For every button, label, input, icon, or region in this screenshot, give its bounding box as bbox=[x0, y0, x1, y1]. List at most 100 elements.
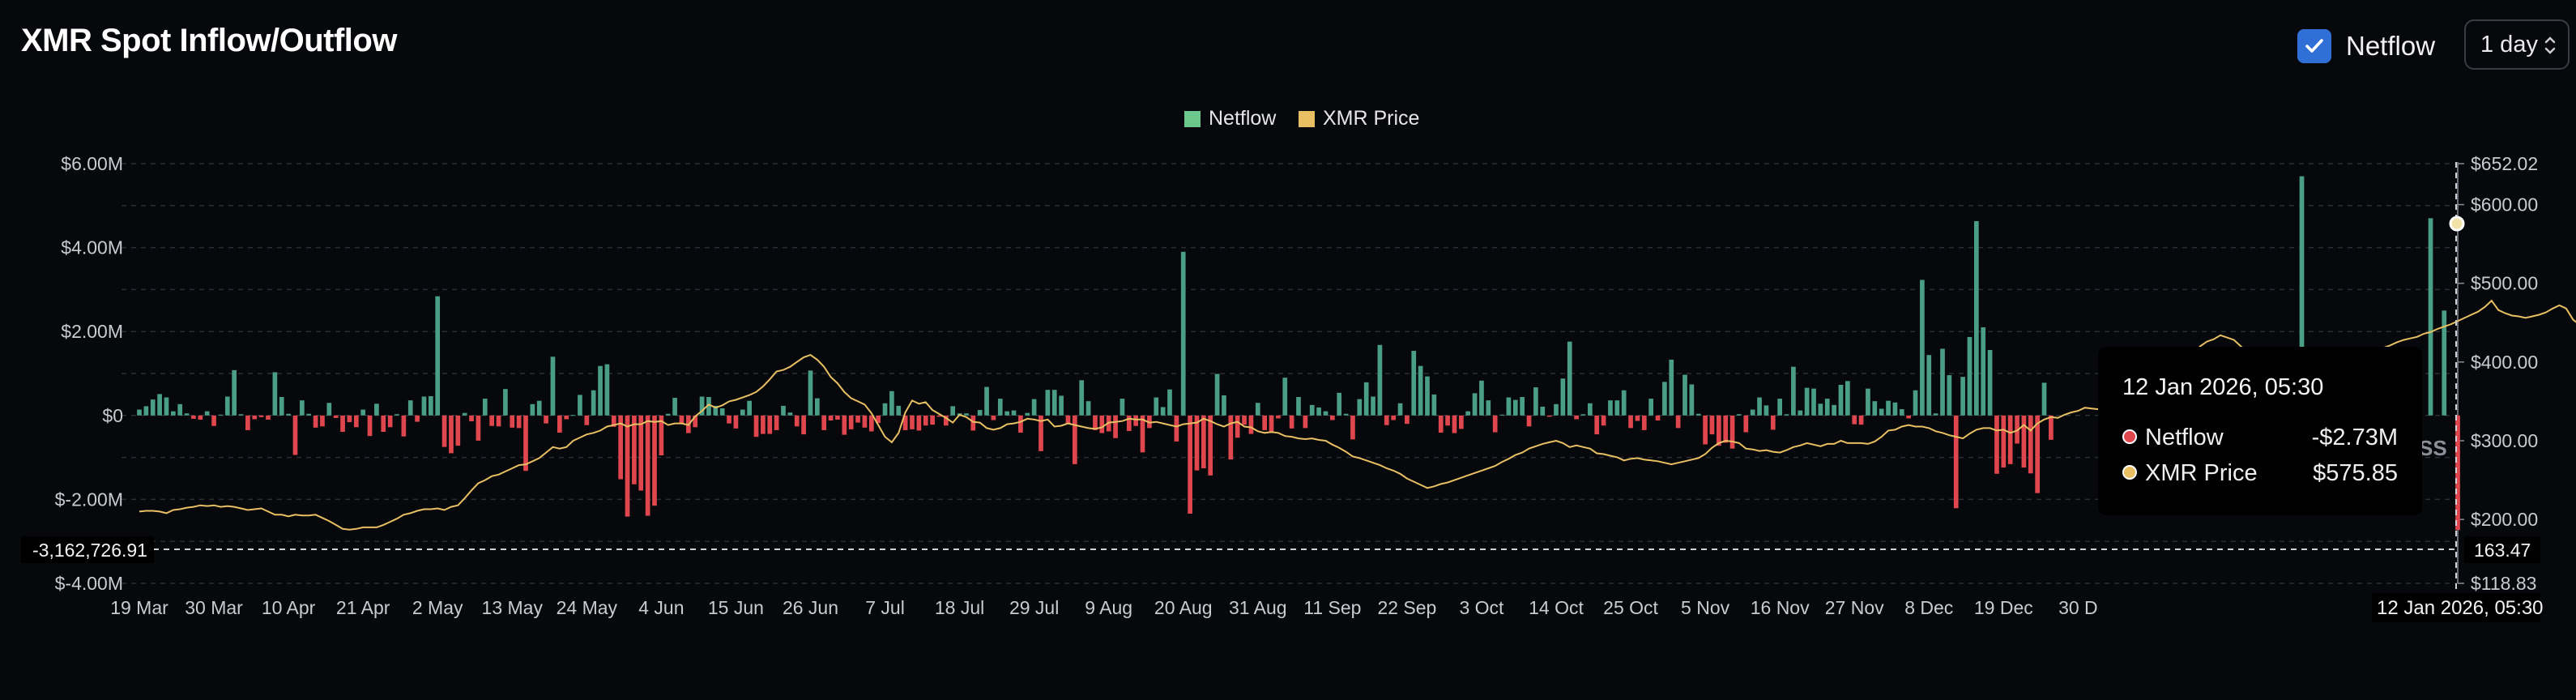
netflow-bar bbox=[1594, 415, 1600, 435]
netflow-bar bbox=[910, 415, 915, 429]
netflow-bar bbox=[1140, 415, 1145, 453]
netflow-bar bbox=[164, 397, 169, 416]
netflow-bar bbox=[1431, 394, 1437, 416]
netflow-bar bbox=[340, 415, 345, 433]
netflow-checkbox[interactable] bbox=[2297, 29, 2331, 63]
netflow-bar bbox=[1051, 390, 1057, 416]
netflow-bar bbox=[1445, 415, 1450, 426]
netflow-bar bbox=[719, 408, 725, 416]
netflow-bar bbox=[306, 413, 312, 416]
netflow-bar bbox=[469, 415, 474, 422]
netflow-toggle-label[interactable]: Netflow bbox=[2346, 31, 2436, 61]
x-axis-tick: 4 Jun bbox=[638, 597, 684, 618]
netflow-bar bbox=[191, 415, 196, 419]
netflow-bar bbox=[1235, 415, 1240, 438]
x-axis: 19 Mar 30 Mar 10 Apr 21 Apr 2 May 13 May 24 Ma… bbox=[110, 597, 2097, 618]
netflow-bar bbox=[1574, 415, 1579, 420]
netflow-bar bbox=[401, 415, 407, 437]
netflow-bar bbox=[868, 415, 874, 432]
legend-label-netflow[interactable]: Netflow bbox=[1209, 107, 1277, 130]
netflow-bar bbox=[1587, 403, 1593, 416]
netflow-bar bbox=[279, 397, 284, 416]
netflow-bar bbox=[1472, 393, 1478, 416]
netflow-bar bbox=[1059, 395, 1064, 416]
netflow-bar bbox=[2428, 218, 2433, 416]
netflow-bar bbox=[1025, 412, 1030, 416]
netflow-bar bbox=[889, 391, 894, 416]
netflow-bar bbox=[1716, 415, 1721, 446]
netflow-bar bbox=[266, 415, 271, 420]
netflow-bar bbox=[1540, 406, 1546, 416]
x-axis-tick: 15 Jun bbox=[708, 597, 764, 618]
left-axis-tick: $0 bbox=[102, 405, 123, 426]
netflow-bar bbox=[1492, 415, 1498, 433]
netflow-bar bbox=[2001, 415, 2007, 468]
netflow-bar bbox=[950, 406, 956, 416]
netflow-bar bbox=[693, 415, 698, 428]
netflow-bar bbox=[557, 415, 562, 433]
netflow-bar bbox=[1438, 415, 1444, 433]
netflow-bar bbox=[333, 415, 339, 418]
netflow-bar bbox=[1804, 387, 1810, 416]
x-axis-tick: 30 D bbox=[2058, 597, 2098, 618]
netflow-bar bbox=[1079, 380, 1085, 416]
netflow-bar bbox=[1154, 397, 1159, 416]
netflow-bar bbox=[1174, 415, 1179, 442]
netflow-bar bbox=[1384, 415, 1389, 425]
netflow-bar bbox=[1255, 403, 1260, 416]
netflow-bar bbox=[407, 400, 413, 416]
netflow-bar bbox=[415, 415, 420, 422]
netflow-bar bbox=[211, 415, 216, 426]
netflow-bar bbox=[286, 413, 291, 416]
netflow-bar bbox=[781, 405, 786, 416]
netflow-bar bbox=[1228, 415, 1234, 460]
chevron-updown-icon bbox=[2544, 36, 2556, 54]
netflow-bar bbox=[258, 415, 264, 417]
x-axis-tick: 3 Oct bbox=[1459, 597, 1504, 618]
netflow-bar bbox=[1567, 341, 1572, 416]
netflow-bar bbox=[1953, 415, 1959, 509]
netflow-bar bbox=[672, 398, 677, 416]
x-axis-tick: 16 Nov bbox=[1751, 597, 1810, 618]
netflow-bar bbox=[1892, 402, 1898, 416]
crosshair-right-label-bg bbox=[2464, 536, 2540, 563]
interval-select[interactable]: 1 day bbox=[2464, 19, 2570, 70]
netflow-bar bbox=[632, 415, 637, 484]
netflow-bar bbox=[604, 364, 610, 416]
netflow-bar bbox=[699, 396, 705, 416]
right-axis-tick: $400.00 bbox=[2471, 352, 2538, 373]
netflow-bar bbox=[1743, 415, 1749, 433]
netflow-bar bbox=[659, 415, 664, 456]
x-axis-tick: 21 Apr bbox=[336, 597, 390, 618]
netflow-bar bbox=[137, 409, 142, 416]
netflow-bar bbox=[516, 415, 522, 429]
netflow-bar bbox=[1350, 415, 1355, 440]
netflow-bar bbox=[421, 396, 427, 416]
netflow-bar bbox=[1357, 399, 1363, 416]
netflow-bar bbox=[1208, 415, 1213, 476]
netflow-bar bbox=[204, 411, 210, 416]
netflow-bar bbox=[1411, 351, 1417, 416]
netflow-bar bbox=[1926, 355, 1932, 416]
netflow-bar bbox=[1879, 408, 1884, 416]
netflow-bar bbox=[1465, 411, 1471, 416]
netflow-bar bbox=[1371, 396, 1375, 416]
netflow-bar bbox=[1160, 407, 1166, 416]
netflow-bar bbox=[326, 403, 332, 416]
netflow-bar bbox=[1920, 280, 1925, 416]
netflow-bar bbox=[848, 415, 854, 429]
right-axis-tick: $200.00 bbox=[2471, 509, 2538, 530]
netflow-bar bbox=[550, 356, 556, 416]
netflow-bar bbox=[157, 394, 162, 416]
netflow-bar bbox=[1852, 415, 1857, 425]
netflow-bar bbox=[930, 415, 935, 425]
netflow-bar bbox=[367, 415, 373, 437]
netflow-bar bbox=[1845, 381, 1850, 416]
netflow-bar bbox=[625, 415, 630, 517]
netflow-bar bbox=[842, 415, 847, 435]
x-axis-tick: 25 Oct bbox=[1603, 597, 1658, 618]
netflow-bar bbox=[1635, 415, 1640, 421]
netflow-bar bbox=[1126, 415, 1132, 431]
legend-label-xmr-price[interactable]: XMR Price bbox=[1323, 107, 1419, 130]
netflow-bar bbox=[1289, 415, 1294, 429]
